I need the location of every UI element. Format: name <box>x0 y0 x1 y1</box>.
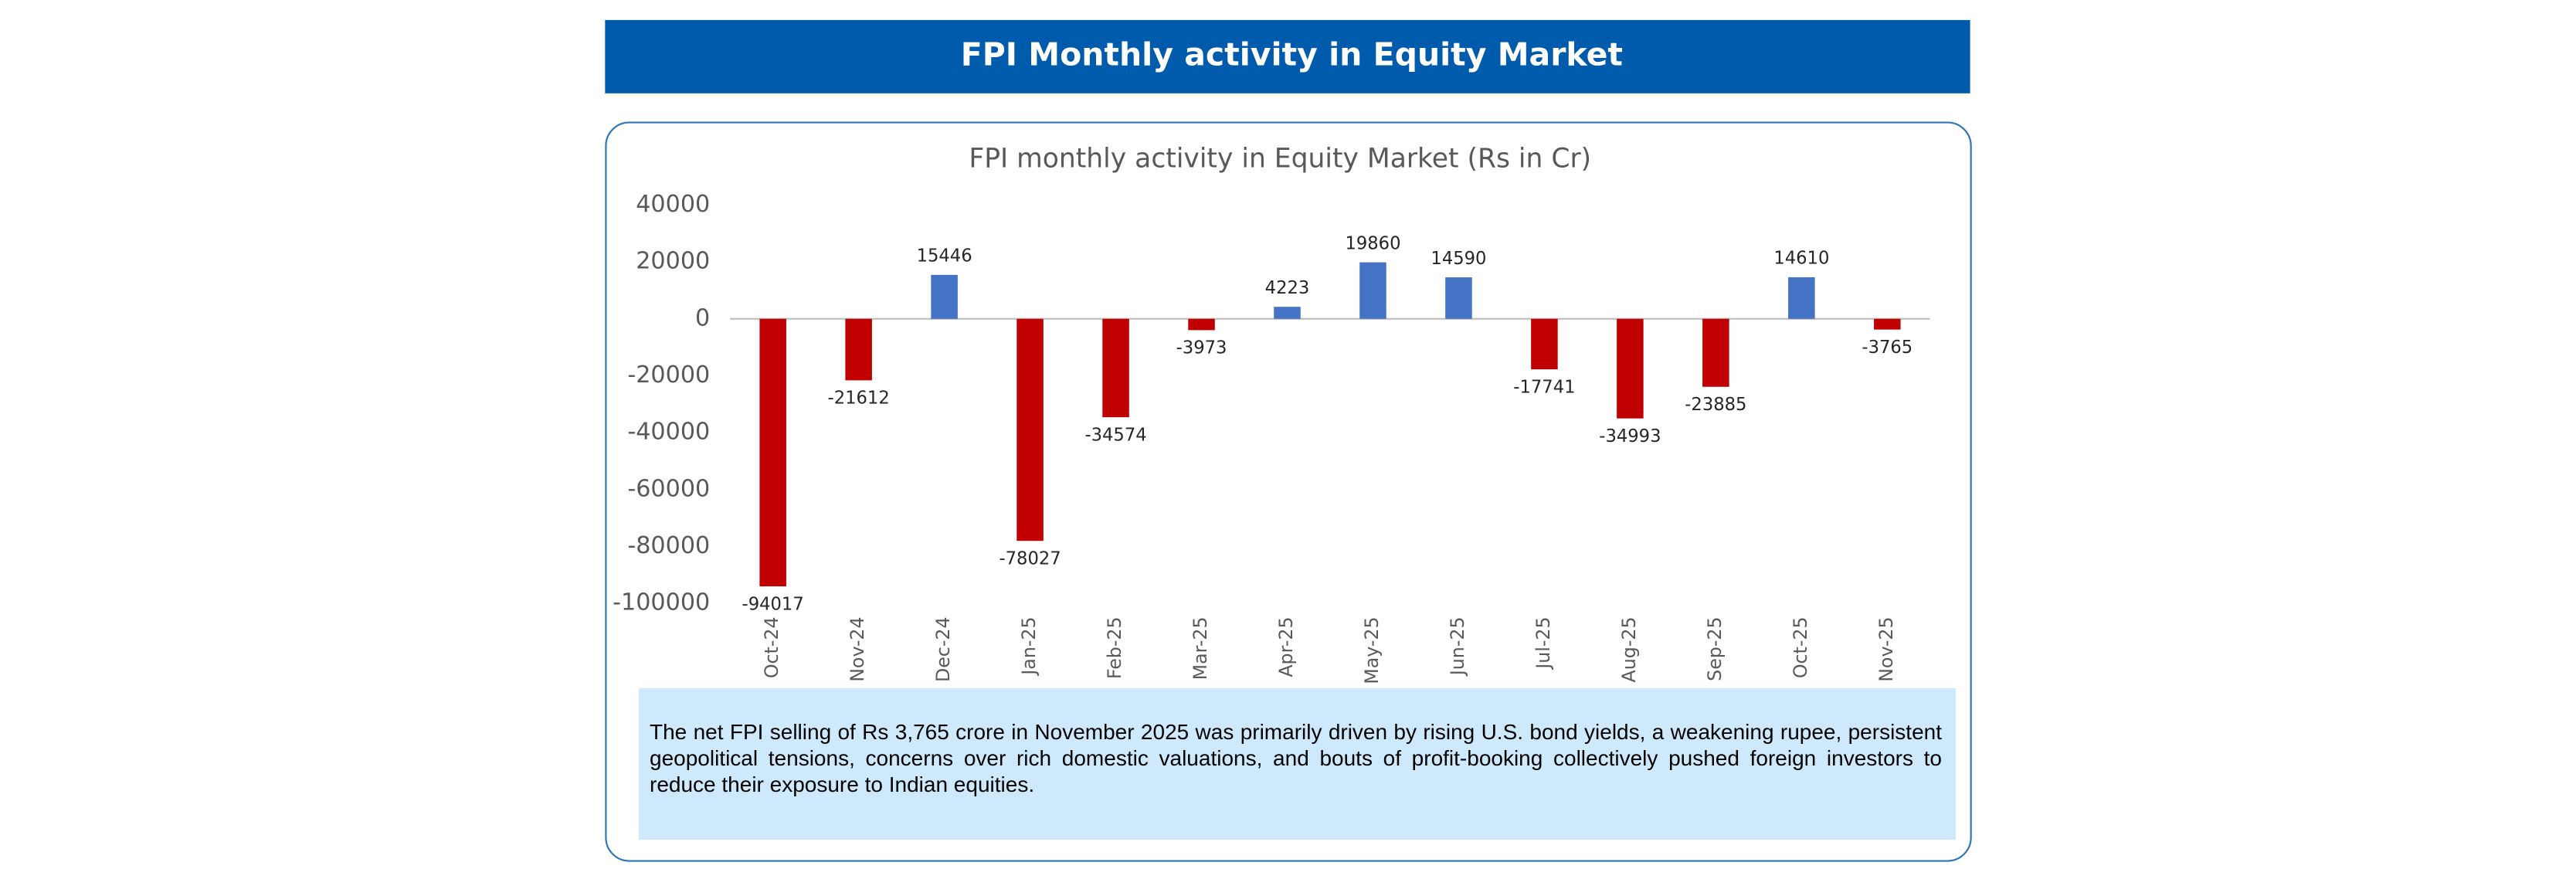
bar <box>931 274 958 319</box>
y-tick-label: -20000 <box>627 362 710 389</box>
x-tick-label: Oct-25 <box>1790 616 1811 678</box>
bar <box>845 318 872 381</box>
bar <box>759 318 786 587</box>
data-label: 15446 <box>917 246 972 266</box>
chart-title: FPI monthly activity in Equity Market (R… <box>969 144 1591 175</box>
y-tick-label: 0 <box>695 304 710 331</box>
bar <box>1702 318 1729 387</box>
bar <box>1788 277 1815 319</box>
x-tick-label: Dec-24 <box>932 616 954 682</box>
x-tick-label: Aug-25 <box>1618 616 1640 682</box>
y-tick-label: 20000 <box>636 248 710 275</box>
y-tick-label: -100000 <box>613 589 710 616</box>
data-label: -17741 <box>1513 377 1575 397</box>
data-label: 4223 <box>1265 278 1310 298</box>
x-tick-label: Jul-25 <box>1532 616 1554 670</box>
header-bar <box>605 19 1970 93</box>
x-tick-label: Jan-25 <box>1018 616 1040 676</box>
note-box: The net FPI selling of Rs 3,765 crore in… <box>639 688 1956 840</box>
data-label: 14590 <box>1431 249 1486 269</box>
x-tick-label: Apr-25 <box>1275 616 1297 677</box>
bar <box>1617 318 1644 419</box>
data-label: 19860 <box>1345 233 1400 253</box>
x-tick-label: Nov-25 <box>1875 616 1897 681</box>
header-title: FPI Monthly activity in Equity Market <box>961 36 1623 73</box>
x-tick-label: Jun-25 <box>1447 616 1468 677</box>
data-label: -21612 <box>828 389 890 409</box>
x-tick-label: Feb-25 <box>1104 616 1125 679</box>
data-label: -3765 <box>1862 338 1912 358</box>
x-tick-label: Oct-24 <box>761 616 782 678</box>
bar <box>1274 307 1301 319</box>
y-tick-label: 40000 <box>636 191 710 218</box>
data-label: -34993 <box>1599 426 1661 446</box>
data-label: -3973 <box>1176 338 1227 358</box>
x-tick-label: Nov-24 <box>847 616 868 681</box>
y-tick-label: -60000 <box>627 475 710 502</box>
bar <box>1445 277 1472 319</box>
data-label: 14610 <box>1773 249 1829 269</box>
x-tick-label: May-25 <box>1361 616 1383 684</box>
bar <box>1359 262 1386 319</box>
data-label: -78027 <box>999 548 1061 569</box>
x-tick-label: Sep-25 <box>1704 616 1726 681</box>
bar <box>1874 318 1901 330</box>
x-tick-label: Mar-25 <box>1190 616 1211 680</box>
y-tick-label: -80000 <box>627 532 710 559</box>
data-label: -23885 <box>1685 395 1746 415</box>
bar <box>1102 318 1129 418</box>
data-label: -34574 <box>1084 425 1146 445</box>
y-tick-label: -40000 <box>627 419 710 446</box>
bar <box>1188 318 1215 331</box>
data-label: -94017 <box>742 594 804 614</box>
bar <box>1531 318 1558 370</box>
bar <box>1016 318 1044 541</box>
